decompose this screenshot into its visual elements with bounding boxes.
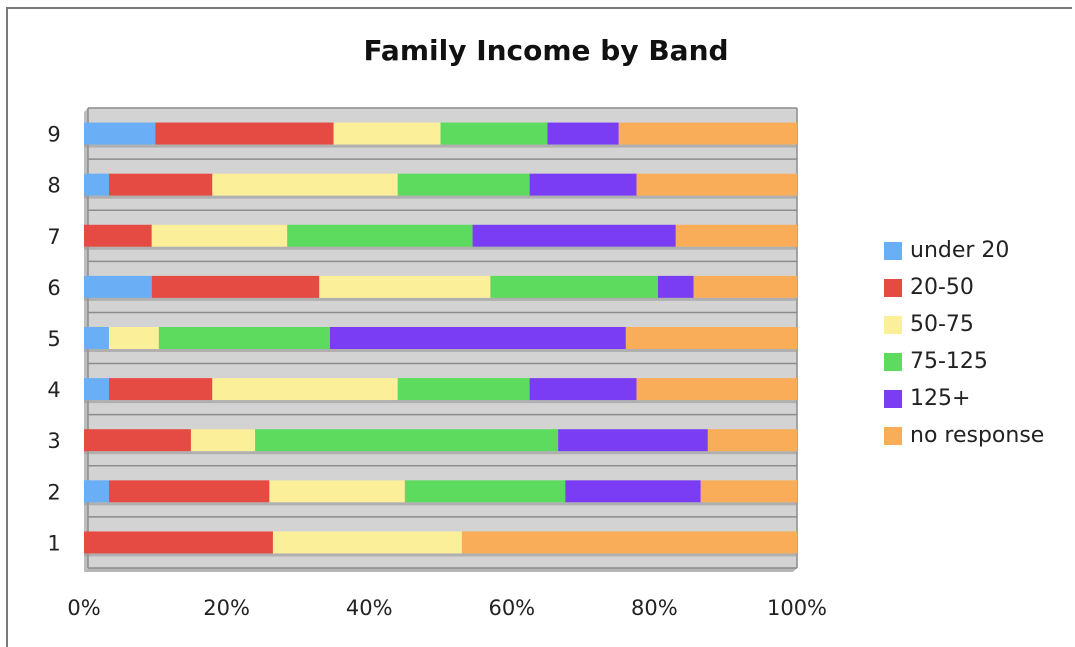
bar-6-0 bbox=[84, 275, 152, 298]
bar-4-2 bbox=[212, 378, 398, 401]
bar-6-2 bbox=[319, 275, 491, 298]
bar-7-2 bbox=[151, 224, 288, 247]
legend-label-5: no response bbox=[910, 423, 1045, 448]
x-tick-label-0: 0% bbox=[67, 596, 100, 620]
bar-3-4 bbox=[558, 429, 708, 452]
legend-item-3: 75-125 bbox=[884, 343, 1044, 380]
bar-8-2 bbox=[212, 173, 398, 196]
bar-shadow-2 bbox=[84, 502, 797, 506]
y-tick-label-8: 8 bbox=[47, 174, 60, 198]
bar-2-1 bbox=[108, 480, 270, 503]
y-tick-label-1: 1 bbox=[47, 531, 60, 555]
bar-9-0 bbox=[84, 122, 156, 145]
legend-label-3: 75-125 bbox=[910, 349, 988, 374]
bar-2-0 bbox=[84, 480, 109, 503]
bar-3-2 bbox=[190, 429, 256, 452]
bar-5-5 bbox=[625, 327, 797, 349]
bar-7-4 bbox=[472, 224, 676, 247]
chart-legend: under 20 20-50 50-75 75-125 125+ no response bbox=[884, 232, 1044, 454]
bar-8-3 bbox=[397, 173, 530, 196]
bar-7-5 bbox=[675, 224, 797, 247]
legend-swatch-3 bbox=[884, 352, 902, 371]
chart-frame bbox=[6, 7, 1072, 647]
bar-2-2 bbox=[269, 480, 405, 503]
x-tick-label-2: 40% bbox=[346, 596, 393, 620]
legend-item-2: 50-75 bbox=[884, 306, 1044, 343]
bar-shadow-7 bbox=[84, 246, 797, 250]
chart-title: Family Income by Band bbox=[363, 34, 729, 67]
y-tick-label-3: 3 bbox=[47, 429, 60, 453]
bar-5-4 bbox=[329, 327, 626, 349]
bar-6-3 bbox=[490, 275, 658, 298]
bar-4-3 bbox=[397, 378, 530, 401]
legend-swatch-4 bbox=[884, 389, 902, 408]
bar-7-3 bbox=[287, 224, 473, 247]
legend-swatch-0 bbox=[884, 241, 902, 260]
legend-swatch-2 bbox=[884, 315, 902, 334]
bar-7-1 bbox=[84, 224, 152, 247]
y-tick-label-2: 2 bbox=[47, 480, 60, 504]
bar-9-3 bbox=[440, 122, 548, 145]
legend-swatch-5 bbox=[884, 426, 902, 445]
bar-shadow-4 bbox=[84, 400, 797, 404]
x-tick-label-5: 100% bbox=[767, 596, 827, 620]
bar-9-2 bbox=[333, 122, 441, 145]
bar-shadow-1 bbox=[84, 553, 797, 557]
bar-8-0 bbox=[84, 173, 109, 196]
bar-5-2 bbox=[108, 327, 159, 349]
bar-9-4 bbox=[547, 122, 619, 145]
x-tick-label-1: 20% bbox=[203, 596, 250, 620]
bar-4-5 bbox=[636, 378, 797, 401]
legend-item-5: no response bbox=[884, 417, 1044, 454]
bar-shadow-6 bbox=[84, 297, 797, 301]
bar-1-2 bbox=[272, 531, 462, 554]
bar-4-4 bbox=[529, 378, 637, 401]
bar-8-1 bbox=[108, 173, 213, 196]
bar-3-1 bbox=[84, 429, 191, 452]
bar-shadow-8 bbox=[84, 195, 797, 199]
plot-floor bbox=[84, 568, 797, 572]
bar-1-5 bbox=[461, 531, 797, 554]
bar-2-3 bbox=[404, 480, 566, 503]
bar-2-4 bbox=[565, 480, 701, 503]
bar-2-5 bbox=[700, 480, 797, 503]
y-tick-label-7: 7 bbox=[47, 225, 60, 249]
bar-4-1 bbox=[108, 378, 213, 401]
legend-item-0: under 20 bbox=[884, 232, 1044, 269]
legend-item-4: 125+ bbox=[884, 380, 1044, 417]
x-tick-label-3: 60% bbox=[488, 596, 535, 620]
bar-5-0 bbox=[84, 327, 109, 349]
x-tick-label-4: 80% bbox=[631, 596, 678, 620]
bar-shadow-9 bbox=[84, 144, 797, 148]
bar-shadow-3 bbox=[84, 451, 797, 455]
legend-item-1: 20-50 bbox=[884, 269, 1044, 306]
bar-8-5 bbox=[636, 173, 797, 196]
bar-4-0 bbox=[84, 378, 109, 401]
bar-shadow-5 bbox=[84, 349, 797, 352]
y-tick-label-5: 5 bbox=[47, 327, 60, 351]
bar-9-1 bbox=[155, 122, 334, 145]
legend-label-2: 50-75 bbox=[910, 312, 974, 337]
bar-6-4 bbox=[657, 275, 694, 298]
bar-3-5 bbox=[707, 429, 797, 452]
y-tick-label-6: 6 bbox=[47, 276, 60, 300]
bar-8-4 bbox=[529, 173, 637, 196]
y-tick-label-4: 4 bbox=[47, 378, 60, 402]
legend-label-1: 20-50 bbox=[910, 275, 974, 300]
bar-5-3 bbox=[158, 327, 330, 349]
bar-6-5 bbox=[693, 275, 797, 298]
legend-swatch-1 bbox=[884, 278, 902, 297]
y-tick-label-9: 9 bbox=[47, 123, 60, 147]
legend-label-0: under 20 bbox=[910, 238, 1010, 263]
legend-label-4: 125+ bbox=[910, 386, 971, 411]
bar-9-5 bbox=[618, 122, 797, 145]
bar-1-1 bbox=[84, 531, 273, 554]
bar-3-3 bbox=[255, 429, 559, 452]
bar-6-1 bbox=[151, 275, 320, 298]
